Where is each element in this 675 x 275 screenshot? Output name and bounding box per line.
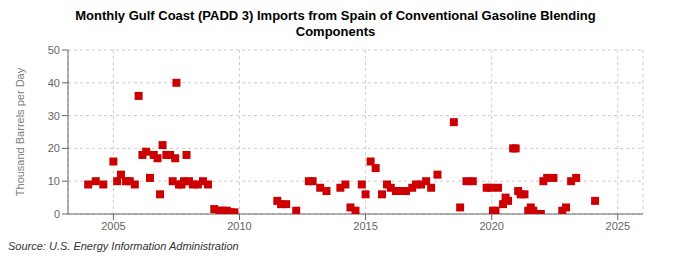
svg-text:2010: 2010 bbox=[227, 220, 251, 232]
svg-text:10: 10 bbox=[48, 175, 60, 187]
svg-text:2015: 2015 bbox=[353, 220, 377, 232]
svg-text:50: 50 bbox=[48, 44, 60, 56]
svg-text:2020: 2020 bbox=[479, 220, 503, 232]
svg-text:2025: 2025 bbox=[606, 220, 630, 232]
svg-text:0: 0 bbox=[54, 208, 60, 220]
html-text:Source: U.S. Energy Informatio: Source: U.S. Energy Information Administ… bbox=[8, 240, 239, 252]
svg-text:2005: 2005 bbox=[101, 220, 125, 232]
svg-text:20: 20 bbox=[48, 142, 60, 154]
svg-text:40: 40 bbox=[48, 77, 60, 89]
svg-text:Thousand Barrels per Day: Thousand Barrels per Day bbox=[14, 67, 26, 196]
html-text:Monthly Gulf Coast (PADD 3) Im: Monthly Gulf Coast (PADD 3) Imports from… bbox=[75, 8, 596, 23]
svg-text:30: 30 bbox=[48, 110, 60, 122]
html-text:Components: Components bbox=[295, 24, 376, 39]
